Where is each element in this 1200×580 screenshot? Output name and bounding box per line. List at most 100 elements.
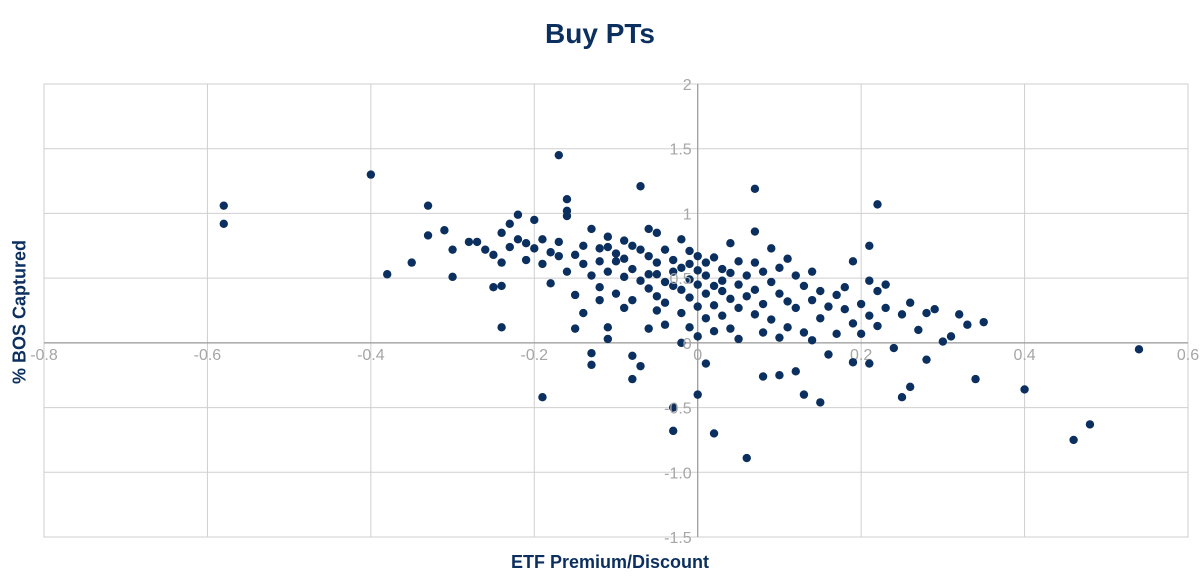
data-point [669,426,678,436]
data-point [848,319,858,328]
data-point [628,351,637,360]
data-point [481,245,490,254]
y-tick-label: 0 [683,336,692,353]
data-point [750,285,760,294]
data-point [619,236,629,245]
data-point [619,254,629,263]
data-point [914,325,923,335]
data-point [840,305,849,314]
data-point [636,276,645,285]
data-point [693,332,702,341]
data-point [905,382,915,392]
data-point [791,303,800,313]
data-point [734,334,743,344]
data-point [693,302,702,311]
data-point [865,241,874,250]
data-point [726,268,735,278]
data-point [848,358,858,367]
data-point [685,259,694,269]
data-point [546,279,555,288]
data-point [562,211,572,221]
data-point [677,308,686,318]
data-point [521,255,531,265]
data-point [603,323,613,332]
data-point [685,275,694,284]
y-tick-label: 2 [683,77,692,94]
data-point [742,271,751,280]
data-point [669,267,678,276]
data-point [979,317,988,327]
data-point [791,367,800,376]
data-point [652,306,662,315]
data-point [660,320,670,329]
data-point [219,201,228,210]
data-point [783,323,792,332]
data-point [660,245,670,254]
data-point [595,257,604,266]
data-point [881,303,890,313]
data-point [677,285,686,294]
data-point [709,281,719,291]
data-point [971,374,980,384]
data-point [905,298,915,307]
data-point [816,314,825,323]
x-tick-label: -0.8 [30,347,58,364]
data-point [709,429,719,438]
data-point [807,295,817,305]
data-point [530,244,539,253]
data-point [873,200,882,209]
data-point [693,280,702,289]
chart-title: Buy PTs [545,18,655,49]
data-point [897,310,907,319]
data-point [611,249,621,258]
data-point [718,276,727,285]
data-point [628,264,637,274]
data-point [513,210,523,219]
data-point [587,349,596,358]
data-point [726,238,735,248]
y-tick-label: -1.0 [664,465,692,482]
data-point [685,246,694,256]
data-point [497,228,506,238]
data-point [873,286,882,296]
data-point [595,244,604,253]
data-point [603,267,613,276]
data-point [611,289,621,298]
data-point [677,338,686,348]
data-point [922,308,931,318]
data-point [513,235,523,244]
x-tick-label: -0.4 [357,347,385,364]
data-point [505,242,514,252]
data-point [701,271,711,280]
data-point [603,232,613,241]
data-point [709,301,719,310]
data-point [832,290,841,300]
x-tick-label: 0.4 [1013,347,1035,364]
data-point [423,231,433,240]
data-point [734,280,743,289]
x-tick-label: 0 [693,347,702,364]
data-point [816,398,825,407]
data-point [587,360,596,370]
data-point [718,286,727,296]
data-point [750,310,760,319]
data-point [758,372,768,381]
data-point [644,284,653,293]
data-point [758,328,768,337]
data-point [701,359,711,368]
data-point [701,289,711,298]
data-point [619,303,629,313]
data-point [693,390,702,399]
data-point [611,257,621,266]
data-point [767,244,776,253]
data-point [775,371,784,380]
y-tick-label: -0.5 [664,401,692,418]
data-point [734,257,743,266]
data-point [669,281,678,291]
data-point [750,184,760,194]
data-point [603,242,613,252]
y-tick-label: 1.5 [669,142,691,159]
data-point [840,283,849,292]
data-point [758,299,768,309]
